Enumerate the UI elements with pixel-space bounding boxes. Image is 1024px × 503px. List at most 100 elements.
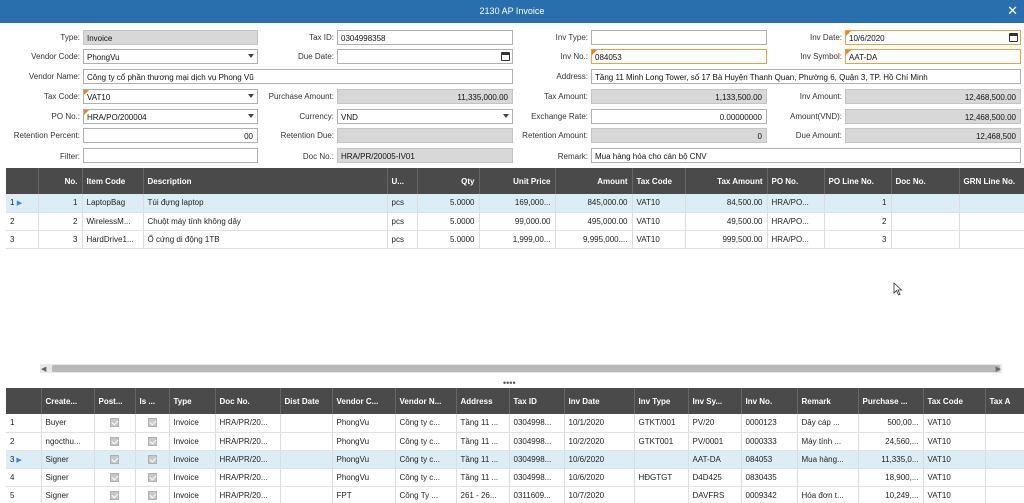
cell-posted[interactable]: [94, 486, 136, 503]
cell-inv-no[interactable]: 0000123: [741, 414, 798, 433]
col-header-inv-symbol[interactable]: Inv Sy...: [688, 388, 742, 414]
cell-type[interactable]: Invoice: [169, 486, 216, 503]
cell-doc-no[interactable]: HRA/PR/20...: [215, 414, 281, 433]
checkbox-checked-icon[interactable]: [110, 472, 119, 482]
cell-amount[interactable]: 9,995,000....: [555, 230, 633, 249]
cell-unit[interactable]: pcs: [387, 212, 418, 231]
scroll-left-icon[interactable]: ◀: [41, 366, 47, 373]
panel-splitter-handle[interactable]: ••••: [503, 378, 516, 388]
table-row[interactable]: 3 3 HardDrive1... Ổ cứng di động 1TB pcs…: [6, 230, 1024, 249]
cell-is[interactable]: [135, 486, 170, 503]
cell-vendor-code[interactable]: PhongVu: [332, 432, 396, 451]
cell-vendor-code[interactable]: PhongVu: [332, 450, 396, 469]
cell-item-code[interactable]: HardDrive1...: [82, 230, 144, 249]
cell-inv-symbol[interactable]: PV/20: [688, 414, 742, 433]
cell-inv-type[interactable]: GTKT001: [634, 432, 689, 451]
checkbox-checked-icon[interactable]: [147, 436, 157, 446]
cell-dist-date[interactable]: [280, 450, 333, 469]
filter-input[interactable]: [83, 148, 258, 163]
cell-tax-amount[interactable]: 1,1: [985, 450, 1024, 469]
cell-purchase[interactable]: 18,900,...: [858, 468, 924, 487]
cell-address[interactable]: Tầng 11 ...: [456, 432, 510, 451]
col-header-unit[interactable]: U...: [387, 168, 418, 194]
cell-created-by[interactable]: Signer: [41, 486, 95, 503]
chevron-down-icon[interactable]: [248, 114, 254, 118]
cell-type[interactable]: Invoice: [169, 468, 216, 487]
cell-tax-id[interactable]: 0311609...: [509, 486, 565, 503]
checkbox-checked-icon[interactable]: [147, 490, 157, 500]
checkbox-checked-icon[interactable]: [110, 436, 119, 446]
col-header-inv-date[interactable]: Inv Date: [564, 388, 635, 414]
cell-type[interactable]: Invoice: [169, 432, 216, 451]
cell-tax-amount[interactable]: 49,500.00: [685, 212, 768, 231]
cell-created-by[interactable]: Buyer: [41, 414, 95, 433]
cell-amount[interactable]: 845,000.00: [555, 194, 633, 213]
cell-po-line-no[interactable]: 2: [824, 212, 892, 231]
chevron-down-icon[interactable]: [248, 94, 254, 98]
col-header-address[interactable]: Address: [456, 388, 510, 414]
col-header-tax-id[interactable]: Tax ID: [509, 388, 565, 414]
cell-doc-no[interactable]: [891, 212, 960, 231]
cell-inv-no[interactable]: 084053: [741, 450, 798, 469]
cell-inv-symbol[interactable]: PV/0001: [688, 432, 742, 451]
col-header-created-by[interactable]: Create...: [41, 388, 95, 414]
cell-vendor-name[interactable]: Công ty c...: [395, 468, 457, 487]
cell-tax-code[interactable]: VAT10: [923, 450, 986, 469]
col-header-doc-no[interactable]: Doc No.: [215, 388, 281, 414]
cell-unit-price[interactable]: 169,000...: [479, 194, 556, 213]
cell-item-code[interactable]: WirelessM...: [82, 212, 144, 231]
cell-grn-line-no[interactable]: [959, 194, 1024, 213]
col-header-item-code[interactable]: Item Code: [82, 168, 144, 194]
col-header-doc-no[interactable]: Doc No.: [891, 168, 960, 194]
cell-dist-date[interactable]: [280, 486, 333, 503]
cell-inv-type[interactable]: [634, 450, 689, 469]
currency-select[interactable]: VND: [337, 109, 513, 124]
cell-doc-no[interactable]: HRA/PR/20...: [215, 486, 281, 503]
horizontal-scrollbar[interactable]: ◀ ▶: [40, 364, 1002, 373]
cell-grn-line-no[interactable]: [959, 230, 1024, 249]
cell-address[interactable]: Tầng 11 ...: [456, 468, 510, 487]
po-no-select[interactable]: HRA/PO/200004: [83, 109, 258, 124]
col-header-description[interactable]: Description: [143, 168, 388, 194]
table-row[interactable]: 2 ngocthu... Invoice HRA/PR/20... PhongVu Côn…: [6, 432, 1024, 451]
inv-type-input[interactable]: [591, 30, 767, 45]
col-header-po-no[interactable]: PO No.: [767, 168, 825, 194]
cell-remark[interactable]: Mua hàng...: [797, 450, 859, 469]
col-header-posted[interactable]: Post...: [94, 388, 136, 414]
col-header[interactable]: [6, 168, 39, 194]
cell-is[interactable]: [135, 414, 170, 433]
col-header-grn-line-no[interactable]: GRN Line No.: [959, 168, 1024, 194]
cell-inv-date[interactable]: 10/6/2020: [564, 468, 635, 487]
cell-vendor-code[interactable]: PhongVu: [332, 414, 396, 433]
cell-tax-code[interactable]: VAT10: [923, 468, 986, 487]
col-header-purchase[interactable]: Purchase ...: [858, 388, 924, 414]
cell-purchase[interactable]: 10,249,...: [858, 486, 924, 503]
col-header-tax-amount[interactable]: Tax Amount: [685, 168, 768, 194]
checkbox-checked-icon[interactable]: [147, 418, 157, 428]
cell-po-no[interactable]: HRA/PO...: [767, 212, 825, 231]
cell-is[interactable]: [135, 468, 170, 487]
vendor-name-input[interactable]: Công ty cổ phần thương mại dịch vụ Phong…: [83, 69, 513, 84]
col-header-vendor-name[interactable]: Vendor N...: [395, 388, 457, 414]
cell-dist-date[interactable]: [280, 432, 333, 451]
cell-po-no[interactable]: HRA/PO...: [767, 230, 825, 249]
cell-amount[interactable]: 495,000.00: [555, 212, 633, 231]
inv-symbol-input[interactable]: AAT-DA: [845, 49, 1021, 64]
cell-tax-id[interactable]: 0304998...: [509, 450, 565, 469]
cell-inv-date[interactable]: 10/6/2020: [564, 450, 635, 469]
col-header-qty[interactable]: Qty: [417, 168, 480, 194]
scroll-right-icon[interactable]: ▶: [995, 366, 1001, 373]
cell-inv-type[interactable]: HĐGTGT: [634, 468, 689, 487]
cell-remark[interactable]: Máy tính ...: [797, 432, 859, 451]
cell-doc-no[interactable]: [891, 230, 960, 249]
cell-qty[interactable]: 5.0000: [417, 194, 480, 213]
cell-tax-code[interactable]: VAT10: [632, 212, 686, 231]
cell-dist-date[interactable]: [280, 468, 333, 487]
cell-po-line-no[interactable]: 1: [824, 194, 892, 213]
cell-inv-symbol[interactable]: AAT-DA: [688, 450, 742, 469]
cell-tax-amount[interactable]: 1,0: [985, 486, 1024, 503]
cell-address[interactable]: Tầng 11 ...: [456, 414, 510, 433]
col-header-dist-date[interactable]: Dist Date: [280, 388, 333, 414]
cell-tax-code[interactable]: VAT10: [923, 432, 986, 451]
cell-inv-type[interactable]: [634, 486, 689, 503]
